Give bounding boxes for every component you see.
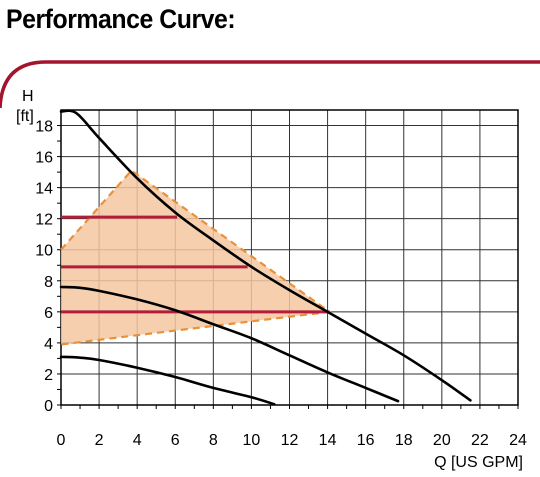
operating-zone-boundary [60,169,333,346]
decorative-frame [0,60,540,109]
y-tick-label: 18 [35,119,53,136]
curves [59,109,472,406]
y-tick-label: 6 [44,305,53,322]
pump-curve-3 [59,355,276,406]
y-tick-label: 4 [44,336,53,353]
x-tick-label: 14 [319,432,337,449]
x-tick-label: 18 [395,432,413,449]
x-tick-label: 6 [171,432,180,449]
y-tick-label: 8 [44,274,53,291]
y-tick-label: 10 [35,243,53,260]
x-tick-label: 20 [433,432,451,449]
x-tick-label: 12 [281,432,299,449]
x-tick-label: 10 [243,432,261,449]
y-axis-unit: [ft] [16,108,34,125]
y-axis-label: H [22,88,34,105]
x-tick-label: 24 [509,432,527,449]
pump-curve-2 [59,285,400,403]
y-tick-label: 14 [35,181,53,198]
x-tick-label: 4 [133,432,142,449]
x-tick-label: 8 [209,432,218,449]
x-axis-label: Q [US GPM] [434,454,523,471]
x-tick-label: 0 [57,432,66,449]
x-tick-label: 22 [471,432,489,449]
x-tick-label: 16 [357,432,375,449]
operating-zone-layer [60,169,333,346]
pump-curve-1 [59,109,472,402]
y-tick-label: 0 [44,398,53,415]
page-title: Performance Curve: [6,4,236,34]
y-tick-label: 16 [35,150,53,167]
y-tick-label: 12 [35,212,53,229]
y-tick-label: 2 [44,367,53,384]
setpoint-lines [61,215,330,314]
operating-zone [61,170,330,345]
x-tick-label: 2 [95,432,104,449]
